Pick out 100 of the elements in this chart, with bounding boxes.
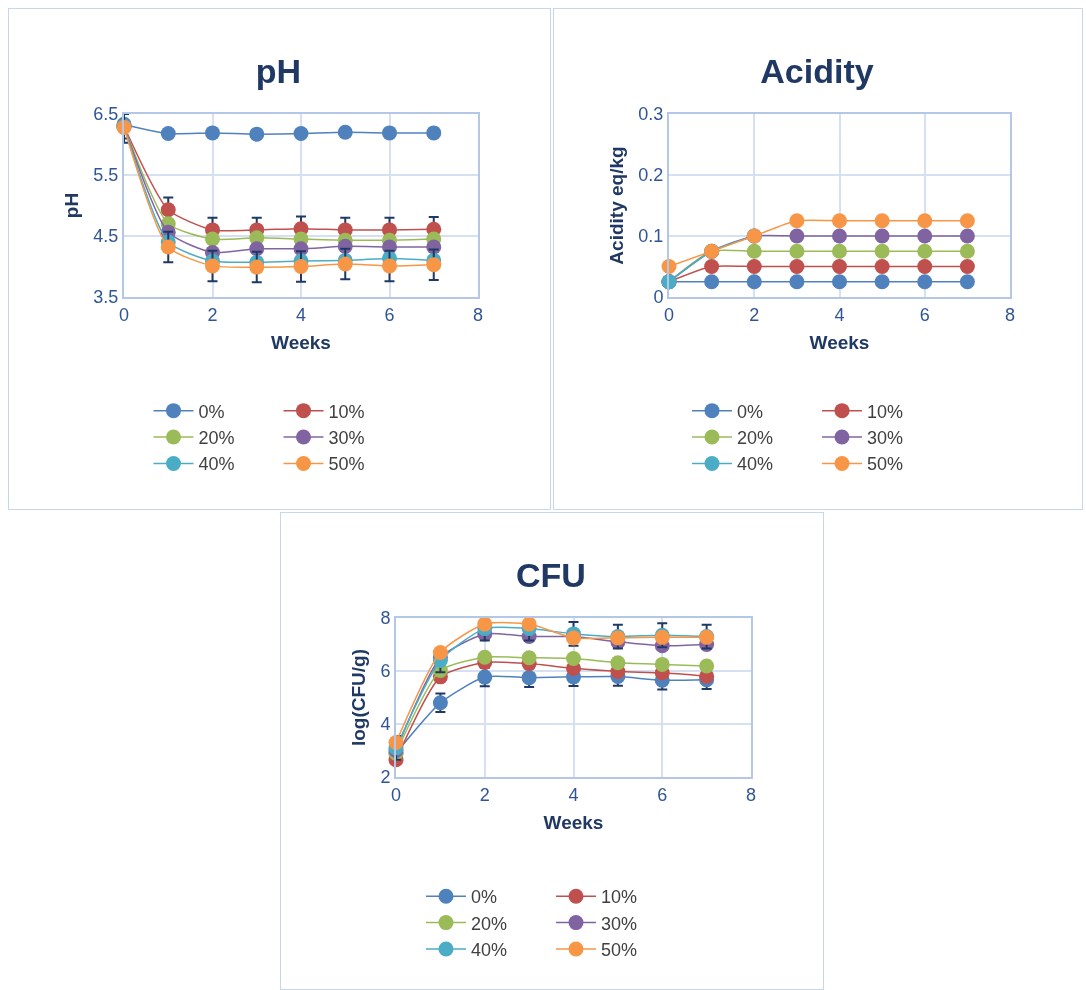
legend-label: 20% [471, 913, 508, 934]
y-tick-label: 4 [380, 714, 391, 735]
legend-label: 40% [198, 454, 235, 475]
point [917, 228, 933, 244]
point [959, 274, 975, 290]
point [249, 126, 265, 142]
point [205, 125, 220, 141]
point [205, 258, 220, 274]
point [789, 228, 805, 244]
chart-title: Acidity [760, 52, 874, 91]
point [293, 126, 309, 142]
point [874, 243, 890, 259]
point [477, 649, 493, 665]
point [704, 274, 720, 290]
legend-label: 0% [471, 887, 498, 908]
point [426, 125, 442, 141]
point [699, 658, 715, 674]
x-tick-label: 8 [472, 304, 484, 325]
legend-label: 30% [601, 913, 638, 934]
x-tick-label: 8 [1004, 304, 1016, 325]
point [432, 644, 448, 660]
y-tick-label: 0 [653, 287, 664, 308]
point [832, 213, 847, 229]
y-tick-label: 8 [380, 608, 391, 629]
point [382, 125, 397, 141]
point [566, 651, 581, 667]
point [426, 257, 442, 273]
x-tick-label: 4 [568, 784, 579, 805]
point [746, 243, 762, 259]
point [832, 274, 847, 290]
x-tick-label: 4 [295, 304, 307, 325]
point [917, 274, 933, 290]
point [477, 616, 493, 632]
point [917, 243, 933, 259]
point [746, 259, 762, 274]
point [249, 259, 265, 275]
x-tick-label: 2 [207, 304, 218, 325]
y-tick-label: 6.5 [93, 104, 119, 125]
y-tick-label: 6 [380, 661, 391, 682]
legend-label: 10% [601, 887, 638, 908]
point [917, 213, 933, 229]
legend-label: 0% [198, 401, 225, 422]
point [160, 126, 176, 142]
point [382, 258, 397, 274]
point [160, 239, 176, 255]
y-tick-label: 0.2 [638, 165, 664, 186]
chart-title: CFU [516, 555, 586, 594]
x-axis-title: Weeks [809, 331, 870, 353]
y-axis-title: pH [60, 192, 82, 219]
x-tick-label: 8 [745, 784, 757, 805]
point [874, 213, 890, 229]
point [832, 259, 847, 274]
point [654, 656, 670, 672]
point [337, 256, 353, 272]
y-tick-label: 3.5 [93, 287, 119, 308]
point [789, 274, 805, 290]
legend-label: 20% [737, 428, 774, 449]
y-tick-label: 0.1 [638, 226, 664, 247]
chart-title: pH [255, 52, 302, 91]
legend-label: 40% [471, 940, 508, 960]
x-tick-label: 6 [919, 304, 930, 325]
x-axis-title: Weeks [271, 331, 331, 353]
y-tick-label: 2 [380, 767, 391, 788]
point [205, 231, 220, 247]
legend-label: 50% [867, 454, 904, 475]
point [832, 243, 847, 259]
y-tick-label: 0.3 [638, 104, 664, 125]
point [293, 259, 309, 274]
point [959, 243, 975, 259]
point [337, 124, 353, 140]
x-axis-title: Weeks [543, 811, 604, 833]
point [874, 259, 890, 274]
legend-label: 30% [328, 428, 365, 449]
point [832, 228, 847, 244]
legend-label: 30% [867, 428, 904, 449]
y-axis-title: Acidity eq/kg [605, 146, 627, 265]
point [610, 655, 626, 671]
legend-label: 20% [198, 428, 235, 449]
x-tick-label: 2 [749, 304, 760, 325]
x-tick-label: 2 [479, 784, 490, 805]
legend-label: 50% [601, 940, 638, 960]
point [789, 243, 805, 259]
y-tick-label: 4.5 [93, 226, 119, 247]
point [917, 259, 933, 274]
point [789, 213, 805, 229]
legend-label: 0% [737, 401, 764, 422]
point [521, 650, 537, 666]
legend-label: 40% [737, 454, 774, 475]
point [874, 274, 890, 290]
point [789, 259, 805, 274]
legend-label: 10% [328, 401, 365, 422]
point [746, 274, 762, 290]
x-tick-label: 4 [834, 304, 845, 325]
point [704, 259, 720, 274]
point [160, 202, 176, 218]
y-tick-label: 5.5 [93, 165, 119, 186]
legend-label: 50% [328, 454, 365, 475]
point [959, 213, 975, 229]
y-axis-title: log(CFU/g) [347, 648, 369, 747]
point [959, 259, 975, 274]
